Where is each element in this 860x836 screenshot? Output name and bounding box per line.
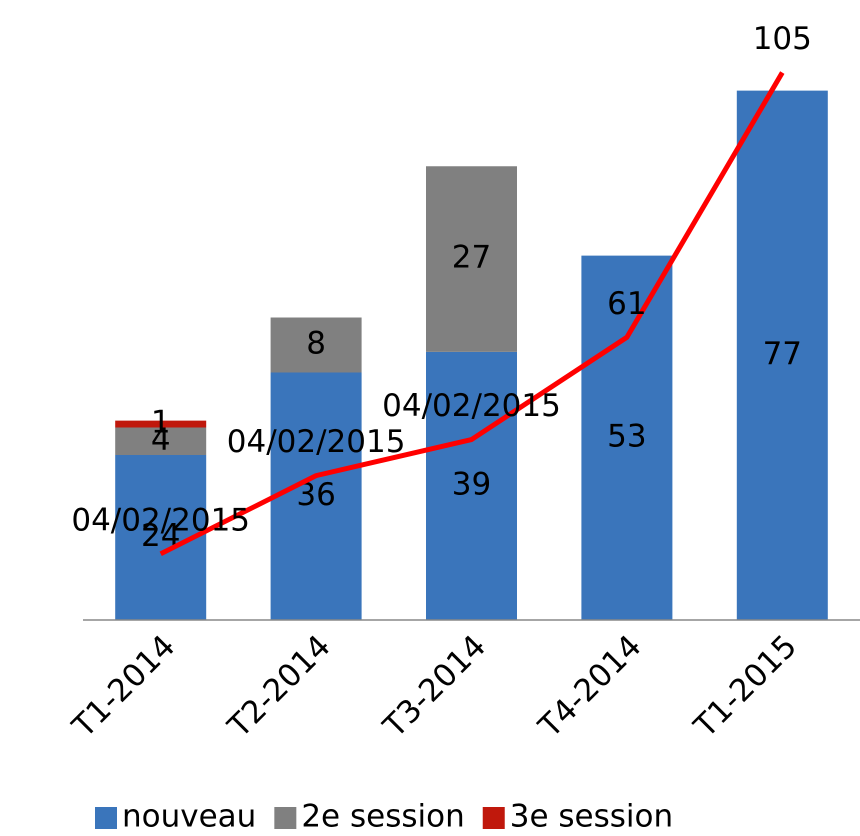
bar-segment xyxy=(270,317,362,373)
line-label: 04/02/2015 xyxy=(71,502,250,538)
line-label: 61 xyxy=(607,286,646,322)
bar-segment xyxy=(270,372,362,620)
data-label: 39 xyxy=(452,466,491,502)
data-label: 77 xyxy=(763,336,802,372)
legend-swatch xyxy=(95,807,117,829)
bar-segment xyxy=(736,90,828,620)
legend-label: nouveau xyxy=(122,799,256,835)
legend-swatch xyxy=(274,807,297,829)
line-label: 04/02/2015 xyxy=(227,424,406,460)
data-label: 53 xyxy=(607,418,646,454)
x-tick-label: T4-2014 xyxy=(531,628,648,745)
bar-segment xyxy=(581,255,673,620)
x-tick-label: T2-2014 xyxy=(221,628,338,745)
legend-swatch xyxy=(482,807,505,829)
x-tick-label: T3-2014 xyxy=(376,628,493,745)
data-label: 8 xyxy=(306,326,326,362)
bar-segment xyxy=(426,351,517,620)
bar-segment xyxy=(115,420,207,428)
legend-label: 3e session xyxy=(510,799,673,835)
x-tick-label: T1-2015 xyxy=(687,628,804,745)
bar-segment xyxy=(426,166,517,352)
data-label: 27 xyxy=(452,240,491,276)
legend-label: 2e session xyxy=(301,799,464,835)
data-label: 1 xyxy=(151,405,171,441)
line-label: 04/02/2015 xyxy=(382,388,561,424)
x-tick-label: T1-2014 xyxy=(65,628,182,745)
bar-segment xyxy=(115,427,207,455)
data-label: 4 xyxy=(151,422,171,458)
line xyxy=(159,71,785,557)
line-label: 105 xyxy=(753,21,812,57)
